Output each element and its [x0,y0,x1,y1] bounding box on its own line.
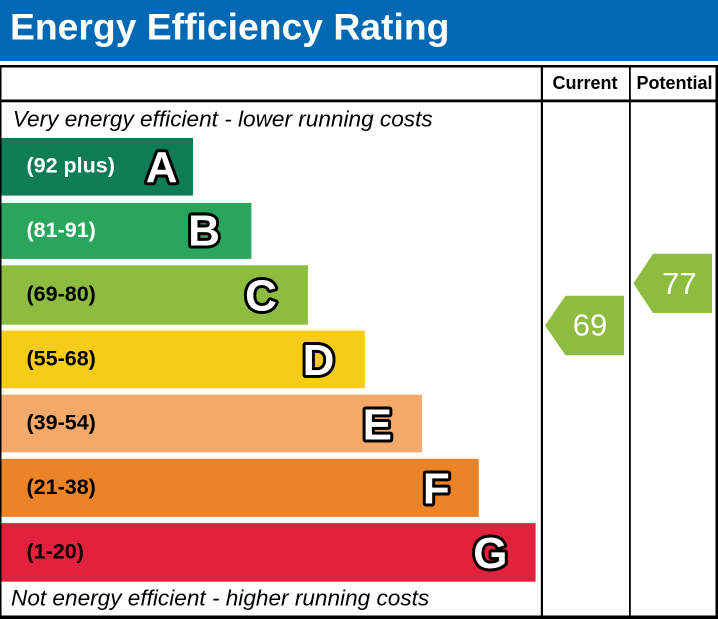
svg-text:(1-20): (1-20) [27,539,84,563]
svg-text:D: D [303,336,335,385]
svg-text:Energy Efficiency Rating: Energy Efficiency Rating [10,5,449,47]
svg-text:F: F [423,465,450,514]
svg-text:77: 77 [662,266,696,301]
svg-text:G: G [473,529,507,578]
svg-text:Current: Current [552,73,617,93]
svg-text:C: C [245,272,277,321]
svg-text:(39-54): (39-54) [27,411,96,435]
svg-text:(81-91): (81-91) [27,218,96,242]
svg-text:B: B [188,207,220,256]
svg-text:(21-38): (21-38) [27,475,96,499]
svg-text:A: A [146,143,178,192]
svg-text:Not energy efficient - higher: Not energy efficient - higher running co… [11,586,429,611]
svg-text:(69-80): (69-80) [27,282,96,306]
svg-text:(92 plus): (92 plus) [27,154,115,178]
svg-text:69: 69 [573,307,607,342]
svg-text:Very energy efficient - lower: Very energy efficient - lower running co… [13,106,433,131]
svg-text:(55-68): (55-68) [27,346,96,370]
svg-text:Potential: Potential [636,73,712,93]
svg-text:E: E [363,400,392,449]
